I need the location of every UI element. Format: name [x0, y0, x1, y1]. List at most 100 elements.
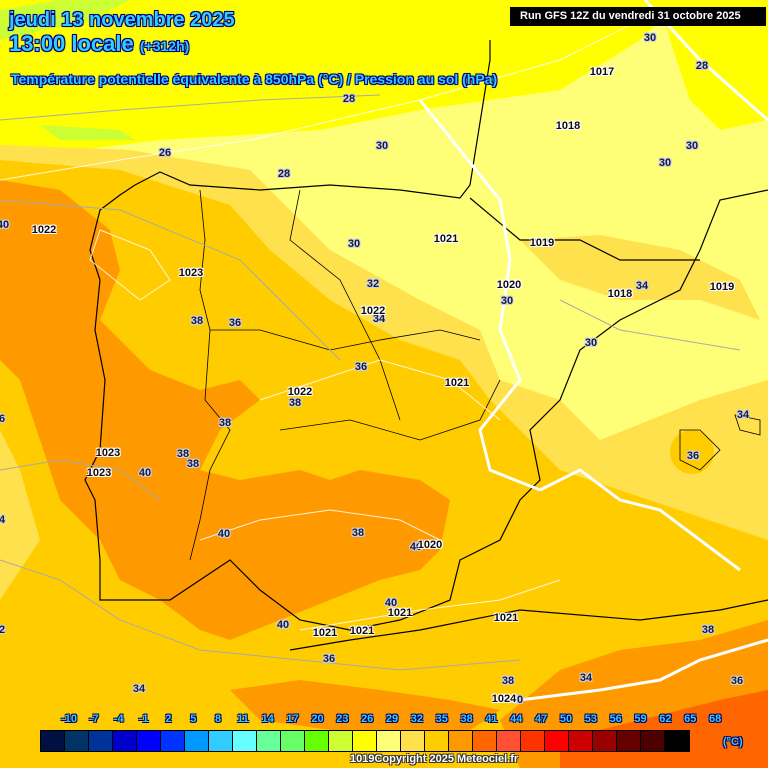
pressure-label: 1022 [287, 386, 313, 398]
theta-e-label: 38 [218, 417, 232, 429]
colorbar-tick-label: 32 [410, 713, 424, 725]
theta-e-label: 36 [228, 317, 242, 329]
colorbar-unit: (°C) [723, 736, 743, 748]
theta-e-label: 36 [354, 361, 368, 373]
pressure-label: 1022 [360, 305, 386, 317]
theta-e-label: 38 [288, 397, 302, 409]
colorbar-swatch [113, 731, 137, 751]
theta-e-label: 38 [186, 458, 200, 470]
colorbar-swatch [449, 731, 473, 751]
colorbar-swatch [41, 731, 65, 751]
colorbar-swatch [161, 731, 185, 751]
colorbar-swatch [65, 731, 89, 751]
colorbar-tick-label: 44 [510, 713, 523, 725]
colorbar-swatch [257, 731, 281, 751]
theta-e-label: 34 [579, 672, 593, 684]
pressure-label: 1020 [417, 539, 443, 551]
colorbar-swatch [617, 731, 641, 751]
colorbar-swatch [545, 731, 569, 751]
colorbar-tick-label: -7 [88, 713, 99, 725]
colorbar-tick-label: 38 [460, 713, 473, 725]
colorbar-swatch [425, 731, 449, 751]
colorbar-swatch [665, 731, 689, 751]
colorbar-swatch [377, 731, 401, 751]
colorbar-tick-label: -1 [138, 713, 149, 725]
colorbar-tick-label: 5 [190, 713, 197, 725]
theta-e-label: 28 [277, 168, 291, 180]
colorbar-tick-label: 20 [311, 713, 324, 725]
theta-e-label: 34 [736, 409, 750, 421]
colorbar-swatch [233, 731, 257, 751]
pressure-label: 1017 [589, 66, 615, 78]
pressure-label: 1018 [555, 120, 581, 132]
pressure-label: 1020 [496, 279, 522, 291]
pressure-label: 1019 [709, 281, 735, 293]
theta-e-label: 30 [658, 157, 672, 169]
pressure-label: 1018 [607, 288, 633, 300]
theta-e-label: 38 [190, 315, 204, 327]
colorbar-tick-label: 17 [286, 713, 299, 725]
theta-e-label: 38 [351, 527, 365, 539]
pressure-label: 1019 [529, 237, 555, 249]
theta-e-label: 26 [158, 147, 172, 159]
theta-e-label: 34 [132, 683, 146, 695]
colorbar-tick-label: 50 [559, 713, 573, 725]
colorbar-tick-label: 8 [215, 713, 222, 725]
theta-e-label: 30 [584, 337, 598, 349]
theta-e-label: 28 [695, 60, 709, 72]
colorbar-tick-label: 41 [485, 713, 498, 725]
colorbar-tick-label: 68 [708, 713, 722, 725]
colorbar-swatch [497, 731, 521, 751]
theta-e-label: 28 [342, 93, 356, 105]
colorbar-tick-label: 11 [237, 713, 249, 725]
pressure-label: 1023 [178, 267, 204, 279]
colorbar-tick-label: 65 [684, 713, 697, 725]
theta-e-label: 40 [409, 541, 423, 553]
colorbar-tick-label: 53 [584, 713, 597, 725]
theta-e-label: 36 [730, 675, 744, 687]
colorbar-swatch [281, 731, 305, 751]
parameter-title: Température potentielle équivalente à 85… [11, 71, 498, 87]
theta-e-label: 38 [176, 448, 190, 460]
colorbar-tick-label: 35 [435, 713, 448, 725]
theta-e-label: 40 [384, 597, 398, 609]
theta-e-label: 40 [138, 467, 152, 479]
colorbar-swatch [305, 731, 329, 751]
theta-e-label: 32 [366, 278, 380, 290]
colorbar-tick-label: 56 [609, 713, 622, 725]
local-time: 13:00 locale [9, 31, 134, 56]
colorbar-swatch [329, 731, 353, 751]
colorbar-tick-label: -10 [61, 713, 77, 725]
pressure-label: 1022 [31, 224, 57, 236]
theta-e-label: 30 [685, 140, 699, 152]
pressure-label: 1023 [86, 467, 112, 479]
model-run-badge: Run GFS 12Z du vendredi 31 octobre 2025 [510, 7, 766, 26]
copyright-text: Copyright 2025 Meteociel.fr [374, 753, 519, 765]
pressure-label: 1021 [349, 625, 375, 637]
colorbar-tick-label: 14 [261, 713, 274, 725]
pressure-label: 1023 [95, 447, 121, 459]
colorbar-swatch [137, 731, 161, 751]
colorbar-swatch [473, 731, 497, 751]
theta-e-label: 34 [635, 280, 649, 292]
edge-pressure-label: 1019 [350, 753, 375, 765]
colorbar-swatch [209, 731, 233, 751]
pressure-label: 1024 [491, 693, 517, 705]
colorbar-tick-label: 47 [535, 713, 548, 725]
theta-e-label: 38 [701, 624, 715, 636]
colorbar-swatch [641, 731, 665, 751]
theta-e-label: 40 [276, 619, 290, 631]
colorbar [40, 730, 690, 752]
pressure-label: 1021 [493, 612, 519, 624]
colorbar-swatch [353, 731, 377, 751]
theta-e-label: 36 [322, 653, 336, 665]
lead-time: (+312h) [139, 38, 190, 54]
theta-e-label: 30 [500, 295, 514, 307]
copyright: 1019Copyright 2025 Meteociel.fr [350, 753, 518, 765]
theta-e-label: 40 [510, 694, 524, 706]
colorbar-tick-label: 23 [336, 713, 349, 725]
theta-e-label: 30 [643, 32, 657, 44]
